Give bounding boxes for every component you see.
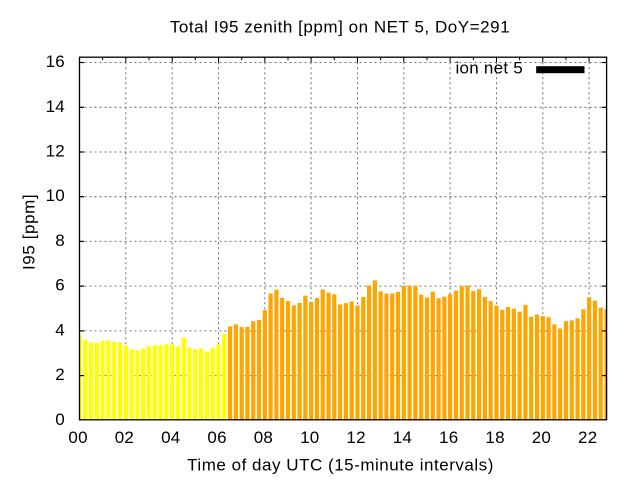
svg-text:6: 6 xyxy=(55,276,65,295)
svg-text:16: 16 xyxy=(46,52,65,71)
svg-text:14: 14 xyxy=(393,428,412,447)
svg-text:12: 12 xyxy=(346,428,365,447)
svg-text:10: 10 xyxy=(46,186,65,205)
svg-text:14: 14 xyxy=(46,97,65,116)
svg-text:12: 12 xyxy=(46,142,65,161)
svg-text:20: 20 xyxy=(532,428,551,447)
svg-text:ion net 5: ion net 5 xyxy=(456,59,523,78)
svg-text:0: 0 xyxy=(55,410,65,429)
svg-text:04: 04 xyxy=(161,428,180,447)
svg-text:Time of day UTC (15-minute int: Time of day UTC (15-minute intervals) xyxy=(187,456,494,475)
svg-text:10: 10 xyxy=(300,428,319,447)
svg-text:I95 [ppm]: I95 [ppm] xyxy=(19,194,38,270)
svg-text:8: 8 xyxy=(55,231,65,250)
svg-text:18: 18 xyxy=(485,428,504,447)
svg-text:08: 08 xyxy=(254,428,273,447)
svg-text:16: 16 xyxy=(439,428,458,447)
svg-text:22: 22 xyxy=(578,428,597,447)
svg-text:02: 02 xyxy=(115,428,134,447)
svg-text:2: 2 xyxy=(55,365,65,384)
svg-text:Total I95 zenith [ppm] on NET: Total I95 zenith [ppm] on NET 5, DoY=291 xyxy=(170,18,510,37)
svg-text:4: 4 xyxy=(55,320,65,339)
svg-text:00: 00 xyxy=(68,428,87,447)
svg-text:06: 06 xyxy=(207,428,226,447)
